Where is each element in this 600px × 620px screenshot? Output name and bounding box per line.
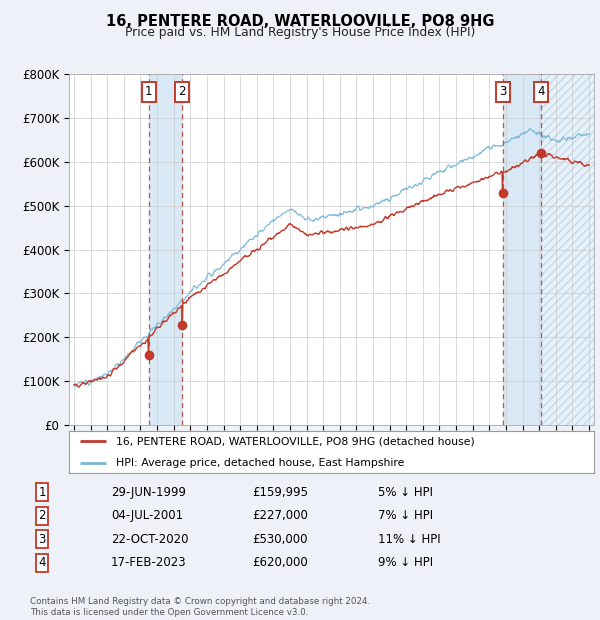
Text: £159,995: £159,995: [252, 486, 308, 498]
Text: 1: 1: [145, 86, 152, 99]
Text: 1: 1: [38, 486, 46, 498]
Text: 04-JUL-2001: 04-JUL-2001: [111, 510, 183, 522]
Text: £227,000: £227,000: [252, 510, 308, 522]
Text: £530,000: £530,000: [252, 533, 308, 546]
Text: 2: 2: [38, 510, 46, 522]
Text: 17-FEB-2023: 17-FEB-2023: [111, 557, 187, 569]
Text: 11% ↓ HPI: 11% ↓ HPI: [378, 533, 440, 546]
Text: 29-JUN-1999: 29-JUN-1999: [111, 486, 186, 498]
Text: 22-OCT-2020: 22-OCT-2020: [111, 533, 188, 546]
Text: 7% ↓ HPI: 7% ↓ HPI: [378, 510, 433, 522]
Text: 9% ↓ HPI: 9% ↓ HPI: [378, 557, 433, 569]
Bar: [503, 74, 541, 425]
Text: 4: 4: [538, 86, 545, 99]
Text: Contains HM Land Registry data © Crown copyright and database right 2024.
This d: Contains HM Land Registry data © Crown c…: [30, 598, 370, 617]
Text: 3: 3: [38, 533, 46, 546]
Text: Price paid vs. HM Land Registry's House Price Index (HPI): Price paid vs. HM Land Registry's House …: [125, 26, 475, 39]
Text: 4: 4: [38, 557, 46, 569]
Text: 3: 3: [499, 86, 506, 99]
Text: 16, PENTERE ROAD, WATERLOOVILLE, PO8 9HG: 16, PENTERE ROAD, WATERLOOVILLE, PO8 9HG: [106, 14, 494, 29]
Text: 16, PENTERE ROAD, WATERLOOVILLE, PO8 9HG (detached house): 16, PENTERE ROAD, WATERLOOVILLE, PO8 9HG…: [116, 436, 475, 446]
Text: 2: 2: [178, 86, 186, 99]
Text: HPI: Average price, detached house, East Hampshire: HPI: Average price, detached house, East…: [116, 458, 404, 467]
Bar: [541, 74, 594, 425]
Text: £620,000: £620,000: [252, 557, 308, 569]
Bar: [149, 74, 182, 425]
Text: 5% ↓ HPI: 5% ↓ HPI: [378, 486, 433, 498]
